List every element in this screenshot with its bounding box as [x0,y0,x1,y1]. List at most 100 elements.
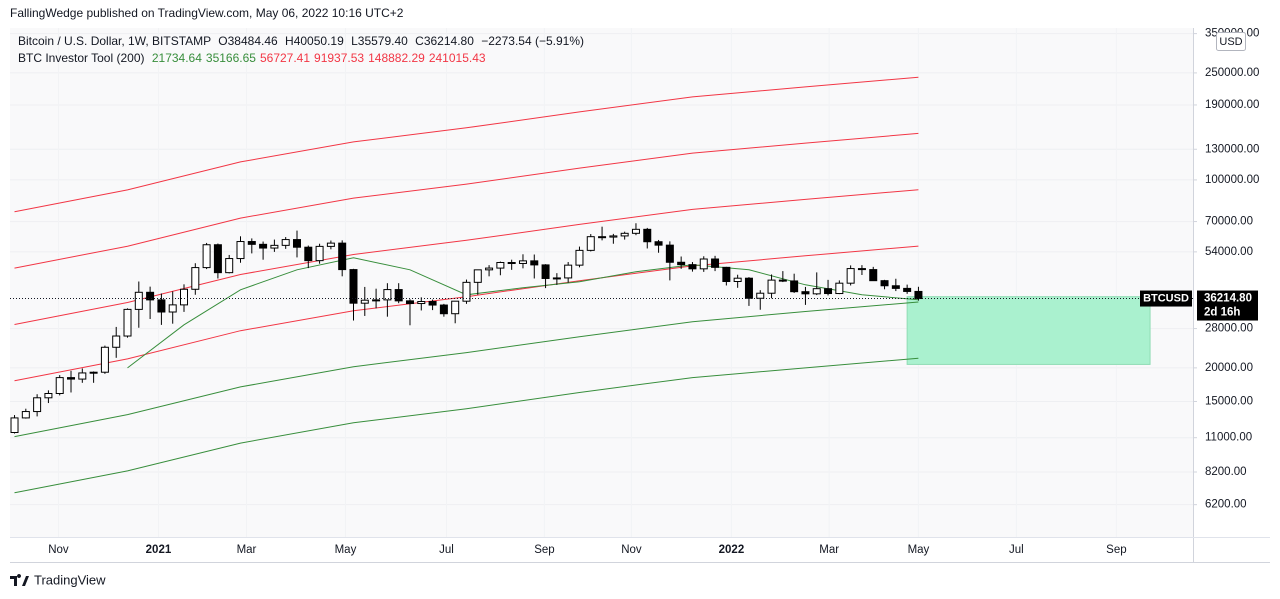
candle-body [67,377,76,380]
candle-body [530,260,539,266]
candle-body [654,241,663,246]
x-tick-label: Jul [439,544,454,556]
countdown: 2d 16h [1204,307,1240,319]
candle-body [315,245,324,262]
candle-body [168,304,177,313]
candle-body [824,288,833,295]
candle-body [677,261,686,266]
candle-body [744,277,753,299]
candle-body [383,289,392,301]
candle-body [146,291,155,301]
candle-body [688,264,697,270]
candle-body [349,269,358,304]
x-tick-label: Sep [534,544,554,556]
currency-box[interactable] [1216,32,1246,51]
candle-body [801,291,810,295]
candle-body [372,299,381,302]
candle-body [722,266,731,283]
candle-body [21,411,30,419]
x-tick-label: Nov [621,544,642,556]
candle-body [598,236,607,239]
candle-body [857,268,866,271]
indicator-line [14,357,919,494]
candle-body [552,277,561,280]
logo-icon [10,574,29,586]
indicator-lines [14,76,1151,494]
symbol-legend: Bitcoin / U.S. Dollar, 1W, BITSTAMP O384… [18,34,584,48]
candle-body [665,244,674,263]
candle-body [100,346,109,373]
candle-body [10,417,19,434]
candle-body [338,242,347,271]
candle-body [270,244,279,249]
ohlc-close: C36214.80 [415,34,474,48]
candle-body [180,288,189,306]
indicator-line [14,301,919,438]
footer: TradingView [34,572,106,587]
candle-body [835,282,844,295]
footer-logo [10,574,29,586]
y-tick-label: 20000.00 [1205,362,1253,374]
candle-body [518,260,527,264]
currency[interactable]: USD [1219,36,1242,48]
indicator-value: 148882.29 [368,51,425,65]
ohlc-open: O38484.46 [218,34,278,48]
candle-body [564,264,573,279]
candle-body [643,228,652,243]
candle-body [326,242,335,247]
candle-body [914,290,923,300]
x-tick-label: Jul [1009,544,1024,556]
candle-body [89,371,98,374]
x-tick-label: Mar [819,544,839,556]
indicator-legend: BTC Investor Tool (200) 21734.64 35166.65… [18,51,486,65]
plot-background [10,28,1193,537]
x-tick-label: May [335,544,357,556]
symbol-title: Bitcoin / U.S. Dollar, 1W, BITSTAMP [18,34,211,48]
candle-body [360,299,369,304]
candle-body [586,236,595,251]
indicator-line [14,132,919,269]
y-tick-label: 100000.00 [1205,174,1259,186]
candle-body [405,300,414,305]
indicator-value: 241015.43 [429,51,486,65]
candle-body [439,304,448,315]
candle-body [767,279,776,294]
y-tick-label: 11000.00 [1205,432,1252,444]
candle-body [496,262,505,269]
candle-body [869,269,878,282]
indicator-value: 56727.41 [260,51,310,65]
candle-body [891,285,900,289]
x-tick-label: Sep [1106,544,1126,556]
candle-body [202,244,211,269]
indicator-value: 21734.64 [152,51,202,65]
y-tick-label: 130000.00 [1205,143,1259,155]
candle-body [417,301,426,305]
y-tick-label: 70000.00 [1205,216,1253,228]
indicator-line [14,76,919,213]
x-tick-label: Nov [48,544,69,556]
candle-body [462,281,471,302]
y-tick-label: 8200.00 [1205,466,1247,478]
candle-body [292,239,301,248]
candle-body [55,377,64,394]
y-tick-label: 190000.00 [1205,99,1259,111]
ohlc-high: H40050.19 [285,34,344,48]
candle-body [631,228,640,234]
candle-body [451,300,460,315]
candle-body [846,268,855,284]
indicator-title: BTC Investor Tool (200) [18,51,145,65]
candle-body [281,239,290,246]
candle-body [123,308,132,337]
candle-body [609,235,618,238]
x-tick-label: 2021 [146,544,172,556]
ohlc-low: L35579.40 [351,34,408,48]
candle-body [44,392,53,399]
candle-body [620,232,629,237]
y-tick-label: 250000.00 [1205,67,1259,79]
candle-body [473,269,482,283]
candle-body [541,264,550,279]
x-tick-label: Mar [237,544,257,556]
candle-body [33,397,42,413]
candle-body [134,291,143,310]
